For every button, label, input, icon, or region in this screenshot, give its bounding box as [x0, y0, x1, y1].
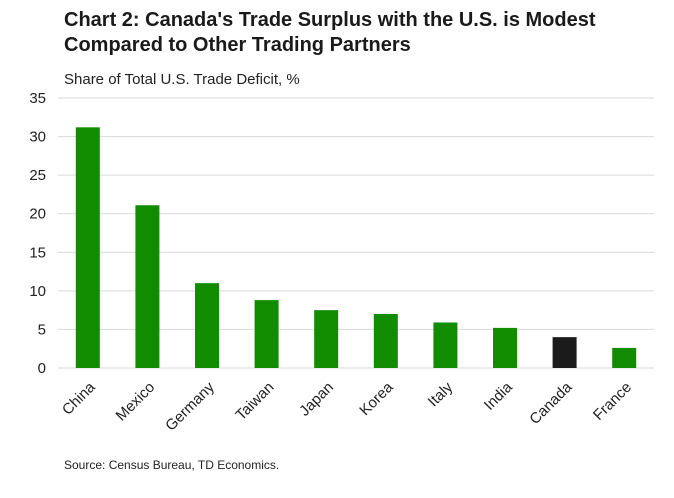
- x-axis-ticks: China Mexico Germany Taiwan Japan Korea Italy I…: [59, 378, 635, 434]
- x-tick-label-taiwan: Taiwan: [232, 379, 277, 424]
- y-tick-label: 10: [29, 283, 46, 300]
- x-tick-label-japan: Japan: [296, 379, 337, 420]
- x-tick-label-india: India: [481, 378, 516, 413]
- x-tick-label-italy: Italy: [425, 378, 457, 410]
- x-tick-label-canada: Canada: [526, 378, 576, 428]
- source-note: Source: Census Bureau, TD Economics.: [64, 458, 280, 472]
- y-axis-ticks: 0 5 10 15 20 25 30 35: [29, 90, 46, 377]
- chart-title-line-1: Chart 2: Canada's Trade Surplus with the…: [64, 9, 596, 31]
- x-tick-label-korea: Korea: [356, 378, 397, 419]
- bar-india: [493, 327, 517, 368]
- bar-mexico: [135, 205, 160, 368]
- y-tick-label: 25: [29, 167, 46, 184]
- chart-title: Chart 2: Canada's Trade Surplus with the…: [64, 8, 664, 58]
- y-tick-label: 35: [29, 90, 46, 107]
- chart-subtitle: Share of Total U.S. Trade Deficit, %: [64, 71, 300, 88]
- x-tick-label-china: China: [59, 378, 99, 418]
- bar-taiwan: [254, 300, 279, 368]
- y-tick-label: 0: [38, 360, 46, 377]
- bar-italy: [433, 322, 458, 368]
- y-tick-label: 15: [29, 244, 46, 261]
- y-tick-label: 5: [38, 321, 46, 338]
- bars: [75, 127, 637, 368]
- y-tick-label: 20: [29, 206, 46, 223]
- bar-canada: [552, 337, 577, 368]
- bar-korea: [373, 314, 398, 368]
- bar-germany: [195, 283, 219, 368]
- bar-china: [75, 127, 100, 368]
- bar-france: [612, 347, 637, 368]
- x-tick-label-mexico: Mexico: [113, 379, 159, 425]
- bar-japan: [314, 310, 339, 368]
- x-tick-label-france: France: [590, 379, 635, 424]
- x-tick-label-germany: Germany: [162, 378, 218, 434]
- chart-title-line-2: Compared to Other Trading Partners: [64, 34, 411, 56]
- y-tick-label: 30: [29, 129, 46, 146]
